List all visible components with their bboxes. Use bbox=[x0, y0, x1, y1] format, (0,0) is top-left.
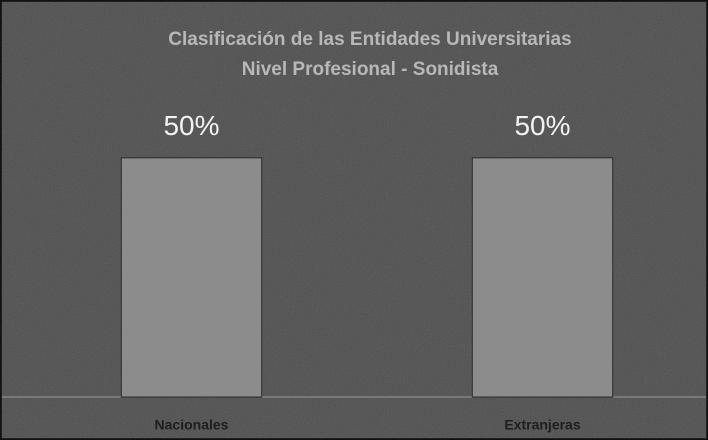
value-label: 50% bbox=[514, 110, 570, 141]
bar bbox=[120, 157, 263, 398]
bar bbox=[471, 157, 614, 398]
chart-title: Nivel Profesional - Sonidista bbox=[242, 59, 499, 80]
x-tick-label: Extranjeras bbox=[504, 417, 580, 433]
x-tick-label: Nacionales bbox=[155, 417, 229, 433]
chart-title: Clasificación de las Entidades Universit… bbox=[168, 29, 571, 50]
value-label: 50% bbox=[163, 110, 219, 141]
